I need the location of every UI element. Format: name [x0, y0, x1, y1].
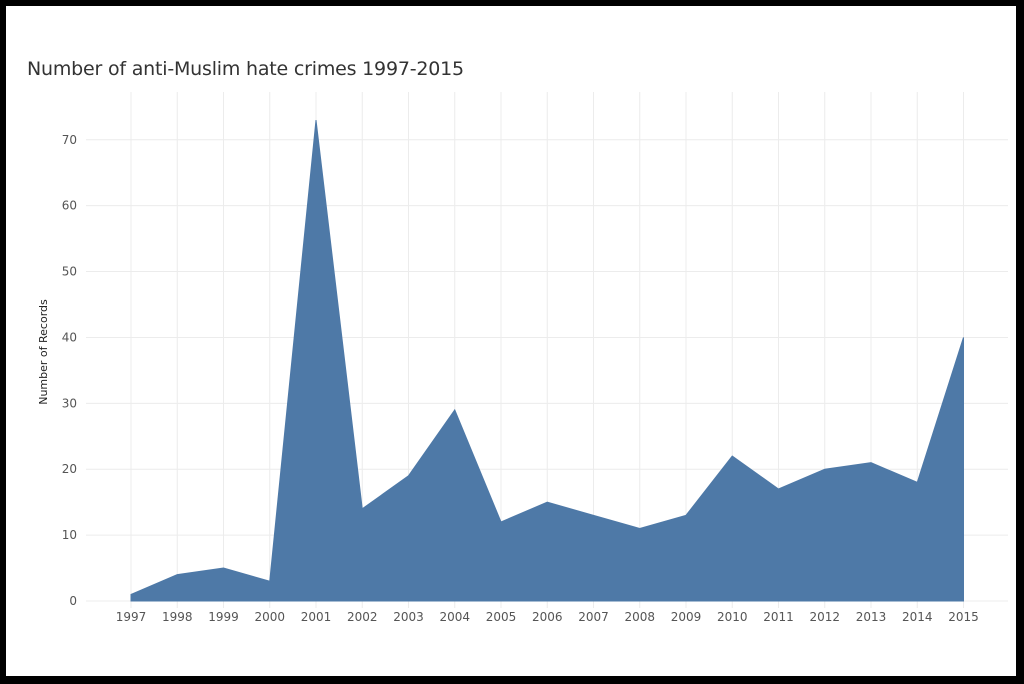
x-tick-label: 2011	[763, 610, 794, 624]
y-tick-label: 10	[62, 528, 77, 542]
x-tick-label: 2012	[809, 610, 840, 624]
x-tick-label: 1998	[162, 610, 193, 624]
y-tick-label: 0	[69, 594, 77, 608]
x-tick-label: 2007	[578, 610, 609, 624]
x-tick-label: 2004	[439, 610, 470, 624]
data-point-2008	[638, 527, 642, 531]
x-tick-label: 2005	[486, 610, 517, 624]
chart-title: Number of anti-Muslim hate crimes 1997-2…	[27, 58, 464, 80]
series-area	[130, 119, 964, 602]
data-point-2013	[869, 461, 873, 465]
y-axis-ticks: 0 10 20 30 40 50 60 70	[62, 133, 77, 608]
data-point-2001	[314, 118, 318, 122]
y-axis-title: Number of Records	[37, 299, 50, 405]
area-chart: 0 10 20 30 40 50 60 70 1997 1998 1999 2000 2001 2002…	[37, 92, 1008, 624]
y-tick-label: 50	[62, 265, 77, 279]
data-point-2002	[360, 507, 364, 511]
data-point-2006	[545, 500, 549, 504]
x-tick-label: 2014	[902, 610, 933, 624]
data-point-2000	[268, 579, 272, 583]
x-tick-label: 2008	[624, 610, 655, 624]
x-tick-label: 1997	[116, 610, 147, 624]
data-point-2011	[777, 487, 781, 491]
data-point-2009	[684, 513, 688, 517]
data-point-2012	[823, 467, 827, 471]
x-tick-label: 2001	[301, 610, 332, 624]
y-tick-label: 40	[62, 330, 77, 344]
y-tick-label: 20	[62, 462, 77, 476]
data-point-2015	[962, 335, 966, 339]
data-point-1997	[129, 592, 133, 596]
x-tick-label: 2000	[254, 610, 285, 624]
x-tick-label: 2009	[671, 610, 702, 624]
x-tick-label: 2010	[717, 610, 748, 624]
data-point-2007	[592, 513, 596, 517]
data-point-1998	[175, 573, 179, 577]
x-tick-label: 2002	[347, 610, 378, 624]
y-tick-label: 60	[62, 199, 77, 213]
data-point-2004	[453, 408, 457, 412]
x-tick-label: 2015	[948, 610, 979, 624]
data-point-2014	[915, 480, 919, 484]
data-point-2003	[407, 474, 411, 478]
x-tick-label: 2013	[856, 610, 887, 624]
x-tick-label: 1999	[208, 610, 239, 624]
x-tick-label: 2003	[393, 610, 424, 624]
chart-frame: Number of anti-Muslim hate crimes 1997-2…	[6, 6, 1016, 676]
y-tick-label: 70	[62, 133, 77, 147]
x-axis-ticks: 1997 1998 1999 2000 2001 2002 2003 2004 2005 2006…	[116, 610, 979, 624]
data-point-1999	[222, 566, 226, 570]
y-tick-label: 30	[62, 396, 77, 410]
series-area-group	[129, 118, 966, 602]
data-point-2010	[730, 454, 734, 458]
x-tick-label: 2006	[532, 610, 563, 624]
data-point-2005	[499, 520, 503, 524]
